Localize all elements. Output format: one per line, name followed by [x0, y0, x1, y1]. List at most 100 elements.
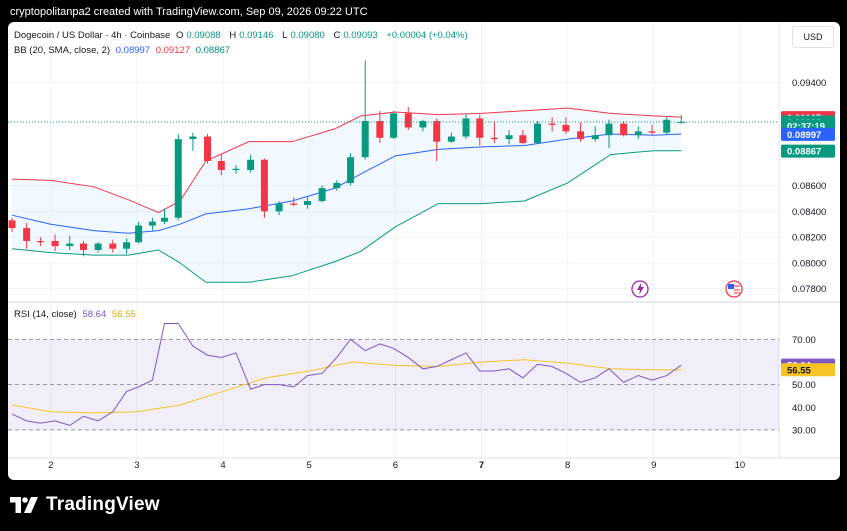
- candle-body: [476, 118, 484, 138]
- candle-body: [404, 113, 412, 128]
- time-axis-label: 3: [134, 460, 139, 471]
- candle-body: [148, 221, 156, 226]
- candle-body: [390, 113, 398, 138]
- open-label: O: [175, 30, 184, 41]
- candle-body: [519, 135, 527, 143]
- candle-body: [490, 137, 498, 140]
- high-value: 0.09146: [239, 30, 274, 41]
- bb-label[interactable]: BB (20, SMA, close, 2): [14, 45, 111, 56]
- bb-upper-line: [11, 107, 682, 214]
- rsi-tag-label: 56.55: [787, 365, 811, 376]
- candle-body: [577, 131, 585, 140]
- rsi-axis-label: 40.00: [792, 403, 816, 414]
- bb-lower-value: 0.08867: [195, 45, 231, 56]
- candle-body: [591, 135, 599, 140]
- candle-body: [260, 159, 268, 212]
- symbol-title[interactable]: Dogecoin / US Dollar · 4h · Coinbase: [14, 30, 171, 41]
- candle-body: [174, 139, 182, 218]
- bb-basis-value: 0.08997: [115, 45, 151, 56]
- candle-body: [533, 123, 541, 143]
- lightning-bolt-icon: [637, 283, 644, 295]
- rsi-ma-line: [11, 359, 682, 414]
- candle-body: [123, 242, 131, 249]
- candle-body: [217, 161, 225, 171]
- price-axis-label: 0.08400: [792, 207, 826, 218]
- candle-body: [23, 228, 31, 241]
- candle-body: [8, 220, 16, 229]
- price-tag-bg: [781, 127, 835, 141]
- candle-body: [204, 136, 212, 162]
- price-tag-label: 0.08997: [787, 130, 821, 141]
- candle-body: [419, 121, 427, 128]
- candle-body: [433, 121, 441, 142]
- time-axis-label: 9: [651, 460, 656, 471]
- bb-legend: BB (20, SMA, close, 2) 0.08997 0.09127 0…: [14, 45, 233, 56]
- candle-body: [333, 182, 341, 189]
- high-label: H: [229, 30, 237, 41]
- rsi-axis-label: 70.00: [792, 335, 816, 346]
- change-value: +0.00004 (+0.04%): [386, 30, 468, 41]
- candle-body: [232, 168, 240, 171]
- chart-canvas[interactable]: 0.09400 0.08600 0.08400 0.08200 0.08000 0.078…: [8, 22, 840, 480]
- candle-body: [189, 136, 197, 140]
- candle-body: [505, 135, 513, 140]
- bb-upper-value: 0.09127: [155, 45, 191, 56]
- candle-body: [361, 121, 369, 158]
- candle-body: [290, 203, 298, 205]
- time-axis-label: 2: [48, 460, 53, 471]
- ohlc-legend: Dogecoin / US Dollar · 4h · Coinbase O 0.…: [14, 30, 471, 41]
- time-axis-label: 5: [307, 460, 312, 471]
- price-axis-label: 0.09400: [792, 78, 826, 89]
- candle-body: [318, 188, 326, 201]
- price-axis-label: 0.08600: [792, 181, 826, 192]
- rsi-legend: RSI (14, close) 58.64 56.55: [14, 309, 139, 320]
- rsi-axis-label: 30.00: [792, 425, 816, 436]
- price-axis-label: 0.08200: [792, 233, 826, 244]
- close-label: C: [333, 30, 341, 41]
- tradingview-logo: TradingView: [10, 494, 160, 516]
- candle-body: [677, 121, 685, 123]
- us-flag-canton: [728, 284, 734, 289]
- chart-panel: 0.09400 0.08600 0.08400 0.08200 0.08000 0.078…: [8, 22, 840, 480]
- close-value: 0.09093: [343, 30, 378, 41]
- time-axis-label: 6: [393, 460, 398, 471]
- candle-body: [634, 131, 642, 136]
- candle-body: [462, 118, 470, 137]
- candle-body: [347, 157, 355, 183]
- candle-body: [94, 243, 102, 250]
- rsi-axis-label: 50.00: [792, 380, 816, 391]
- time-axis-label: 4: [220, 460, 225, 471]
- logo-text: TradingView: [46, 494, 160, 515]
- price-tag-label: 02:37:19: [787, 121, 825, 132]
- price-tag-label: 0.08867: [787, 147, 821, 158]
- attribution-text: cryptopolitanpa2 created with TradingVie…: [10, 6, 368, 18]
- rsi-label[interactable]: RSI (14, close): [14, 309, 77, 320]
- candle-body: [109, 243, 117, 249]
- candle-body: [303, 201, 311, 205]
- rsi-value: 58.64: [82, 309, 107, 320]
- open-value: 0.09088: [186, 30, 221, 41]
- time-axis-label: 7: [479, 460, 484, 471]
- time-axis-label: 8: [565, 460, 570, 471]
- candle-body: [605, 123, 613, 136]
- candle-body: [447, 136, 455, 142]
- rsi-ma-value: 56.55: [111, 309, 136, 320]
- candle-body: [275, 203, 283, 212]
- candle-body: [247, 159, 255, 171]
- low-value: 0.09080: [290, 30, 325, 41]
- price-tag-bg: [781, 144, 835, 158]
- candle-body: [663, 119, 671, 133]
- candle-body: [51, 240, 59, 247]
- low-label: L: [282, 30, 288, 41]
- tradingview-logo-icon: [10, 497, 38, 513]
- rsi-line: [11, 323, 682, 426]
- currency-button[interactable]: USD: [792, 26, 834, 48]
- candle-body: [562, 124, 570, 132]
- candle-body: [376, 121, 384, 138]
- candle-body: [548, 123, 556, 125]
- time-axis-label: 10: [735, 460, 746, 471]
- candle-body: [648, 131, 656, 133]
- price-axis-label: 0.07800: [792, 284, 826, 295]
- candle-body: [135, 225, 143, 243]
